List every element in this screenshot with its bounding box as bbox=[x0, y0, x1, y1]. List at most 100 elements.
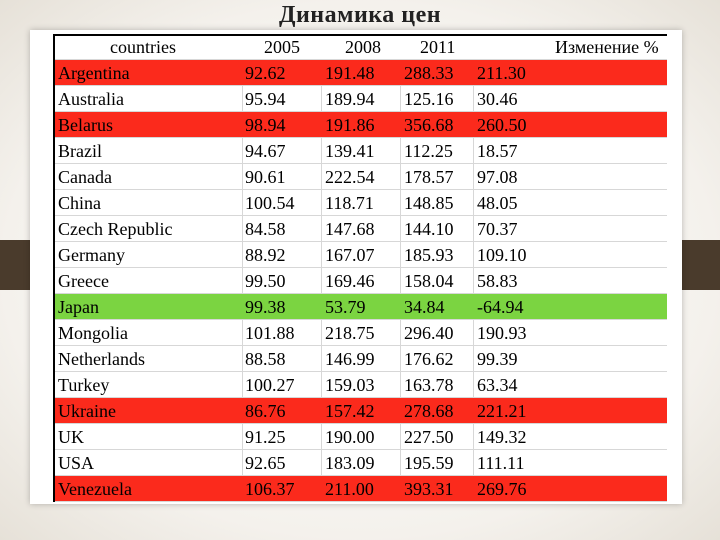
cell-change-percent: 221.21 bbox=[477, 401, 527, 421]
column-divider bbox=[242, 60, 243, 494]
cell-2005: 88.92 bbox=[245, 245, 286, 265]
cell-2011: 288.33 bbox=[404, 63, 454, 83]
cell-change-percent: 269.76 bbox=[477, 479, 527, 499]
table-row: Ukraine 86.76 157.42 278.68 221.21 bbox=[55, 398, 667, 424]
table-row: Japan 99.38 53.79 34.84 -64.94 bbox=[55, 294, 667, 320]
header-countries: countries bbox=[110, 37, 176, 57]
cell-2008: 139.41 bbox=[325, 141, 375, 161]
cell-2008: 218.75 bbox=[325, 323, 375, 343]
cell-country: Netherlands bbox=[58, 349, 145, 369]
cell-2011: 176.62 bbox=[404, 349, 454, 369]
cell-country: Argentina bbox=[58, 63, 130, 83]
cell-2005: 92.65 bbox=[245, 453, 286, 473]
cell-2011: 278.68 bbox=[404, 401, 454, 421]
cell-2008: 190.00 bbox=[325, 427, 375, 447]
cell-2011: 296.40 bbox=[404, 323, 454, 343]
cell-2005: 98.94 bbox=[245, 115, 286, 135]
cell-2008: 222.54 bbox=[325, 167, 375, 187]
price-table: countries 2005 2008 2011 Изменение % Arg… bbox=[53, 34, 667, 502]
cell-2011: 112.25 bbox=[404, 141, 453, 161]
cell-2005: 90.61 bbox=[245, 167, 286, 187]
table-row: Belarus 98.94 191.86 356.68 260.50 bbox=[55, 112, 667, 138]
cell-2011: 148.85 bbox=[404, 193, 454, 213]
table-row: China 100.54 118.71 148.85 48.05 bbox=[55, 190, 667, 216]
cell-2011: 34.84 bbox=[404, 297, 445, 317]
cell-country: Greece bbox=[58, 271, 109, 291]
cell-2011: 185.93 bbox=[404, 245, 454, 265]
cell-change-percent: 99.39 bbox=[477, 349, 518, 369]
page-title: Динамика цен bbox=[278, 2, 442, 28]
cell-2005: 95.94 bbox=[245, 89, 286, 109]
cell-2005: 92.62 bbox=[245, 63, 286, 83]
cell-change-percent: 149.32 bbox=[477, 427, 527, 447]
cell-2011: 178.57 bbox=[404, 167, 454, 187]
cell-change-percent: 70.37 bbox=[477, 219, 518, 239]
cell-change-percent: 190.93 bbox=[477, 323, 527, 343]
cell-2008: 211.00 bbox=[325, 479, 374, 499]
cell-2005: 100.27 bbox=[245, 375, 295, 395]
cell-change-percent: 18.57 bbox=[477, 141, 518, 161]
cell-2005: 91.25 bbox=[245, 427, 286, 447]
cell-2008: 118.71 bbox=[325, 193, 374, 213]
cell-2005: 94.67 bbox=[245, 141, 286, 161]
cell-country: Japan bbox=[58, 297, 99, 317]
cell-country: Germany bbox=[58, 245, 125, 265]
table-row: Mongolia 101.88 218.75 296.40 190.93 bbox=[55, 320, 667, 346]
cell-country: Brazil bbox=[58, 141, 102, 161]
cell-change-percent: 58.83 bbox=[477, 271, 518, 291]
cell-country: USA bbox=[58, 453, 95, 473]
cell-2008: 159.03 bbox=[325, 375, 375, 395]
cell-country: UK bbox=[58, 427, 84, 447]
table-row: Turkey 100.27 159.03 163.78 63.34 bbox=[55, 372, 667, 398]
cell-change-percent: 111.11 bbox=[477, 453, 525, 473]
table-row: Australia 95.94 189.94 125.16 30.46 bbox=[55, 86, 667, 112]
cell-2011: 393.31 bbox=[404, 479, 454, 499]
table-row: UK 91.25 190.00 227.50 149.32 bbox=[55, 424, 667, 450]
cell-2008: 167.07 bbox=[325, 245, 375, 265]
cell-2011: 227.50 bbox=[404, 427, 454, 447]
cell-2008: 147.68 bbox=[325, 219, 375, 239]
table-header-row: countries 2005 2008 2011 Изменение % bbox=[55, 36, 667, 60]
cell-2011: 125.16 bbox=[404, 89, 454, 109]
table-row: Czech Republic 84.58 147.68 144.10 70.37 bbox=[55, 216, 667, 242]
cell-2011: 195.59 bbox=[404, 453, 454, 473]
cell-change-percent: 48.05 bbox=[477, 193, 518, 213]
cell-country: Belarus bbox=[58, 115, 113, 135]
cell-2005: 99.50 bbox=[245, 271, 286, 291]
cell-2011: 144.10 bbox=[404, 219, 454, 239]
cell-country: Ukraine bbox=[58, 401, 116, 421]
cell-2011: 163.78 bbox=[404, 375, 454, 395]
cell-2008: 169.46 bbox=[325, 271, 375, 291]
cell-country: Canada bbox=[58, 167, 112, 187]
cell-change-percent: -64.94 bbox=[477, 297, 524, 317]
cell-change-percent: 30.46 bbox=[477, 89, 518, 109]
cell-2005: 88.58 bbox=[245, 349, 286, 369]
cell-country: Australia bbox=[58, 89, 124, 109]
cell-2008: 191.86 bbox=[325, 115, 375, 135]
cell-2005: 101.88 bbox=[245, 323, 295, 343]
table-row: Germany 88.92 167.07 185.93 109.10 bbox=[55, 242, 667, 268]
cell-2008: 146.99 bbox=[325, 349, 375, 369]
column-divider bbox=[321, 60, 322, 494]
cell-change-percent: 97.08 bbox=[477, 167, 518, 187]
cell-change-percent: 63.34 bbox=[477, 375, 518, 395]
cell-country: China bbox=[58, 193, 101, 213]
cell-2008: 157.42 bbox=[325, 401, 375, 421]
table-row: Argentina 92.62 191.48 288.33 211.30 bbox=[55, 60, 667, 86]
column-divider bbox=[400, 60, 401, 494]
cell-country: Czech Republic bbox=[58, 219, 173, 239]
cell-2011: 356.68 bbox=[404, 115, 454, 135]
table-row: Greece 99.50 169.46 158.04 58.83 bbox=[55, 268, 667, 294]
header-change-percent: Изменение % bbox=[555, 37, 659, 57]
table-row: Venezuela 106.37 211.00 393.31 269.76 bbox=[55, 476, 667, 502]
table-row: Canada 90.61 222.54 178.57 97.08 bbox=[55, 164, 667, 190]
cell-2008: 183.09 bbox=[325, 453, 375, 473]
table-row: Netherlands 88.58 146.99 176.62 99.39 bbox=[55, 346, 667, 372]
cell-change-percent: 109.10 bbox=[477, 245, 527, 265]
cell-2005: 84.58 bbox=[245, 219, 286, 239]
cell-2008: 189.94 bbox=[325, 89, 375, 109]
cell-country: Turkey bbox=[58, 375, 110, 395]
cell-change-percent: 211.30 bbox=[477, 63, 526, 83]
cell-change-percent: 260.50 bbox=[477, 115, 527, 135]
column-divider bbox=[473, 60, 474, 494]
